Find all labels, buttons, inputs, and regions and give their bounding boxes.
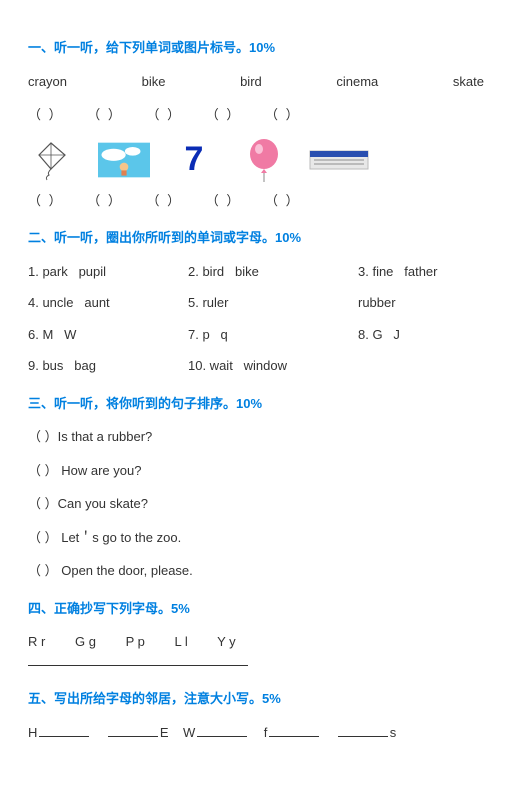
word-row: crayon bike bird cinema skate bbox=[28, 72, 484, 92]
paren-row-2: （ ） （ ） （ ） （ ） （ ） bbox=[28, 191, 484, 211]
cell: 4. uncle aunt bbox=[28, 293, 188, 313]
cell: 7. p q bbox=[188, 325, 358, 345]
s3-item: （ ） Open the door, please. bbox=[28, 561, 484, 581]
s3-item: （ ） How are you? bbox=[28, 461, 484, 481]
s2-row: 9. bus bag 10. wait window bbox=[28, 356, 484, 376]
blank bbox=[108, 724, 158, 737]
cell bbox=[358, 356, 484, 376]
paren: （ ） bbox=[206, 107, 242, 122]
paren: （ ） bbox=[265, 107, 301, 122]
cell: 5. ruler bbox=[188, 293, 358, 313]
letter: s bbox=[390, 725, 397, 740]
s3-item: （ ） Let＇s go to the zoo. bbox=[28, 528, 484, 548]
cell: 2. bird bike bbox=[188, 262, 358, 282]
word: cinema bbox=[336, 72, 378, 92]
letter: E bbox=[160, 725, 169, 740]
fill-row: H E W f s bbox=[28, 723, 484, 743]
word: bird bbox=[240, 72, 262, 92]
letter-pair: Y y bbox=[217, 634, 236, 649]
section5-title: 五、写出所给字母的邻居，注意大小写。5% bbox=[28, 689, 484, 709]
word: crayon bbox=[28, 72, 67, 92]
letter-pair: L l bbox=[174, 634, 187, 649]
sky-icon bbox=[98, 139, 150, 181]
blank bbox=[39, 724, 89, 737]
s2-row: 1. park pupil 2. bird bike 3. fine fathe… bbox=[28, 262, 484, 282]
cell: rubber bbox=[358, 293, 484, 313]
s3-item: （ ）Is that a rubber? bbox=[28, 427, 484, 447]
paren-row-1: （ ） （ ） （ ） （ ） （ ） bbox=[28, 105, 484, 125]
letter: W bbox=[183, 725, 195, 740]
cell: 6. M W bbox=[28, 325, 188, 345]
eraser-icon bbox=[308, 139, 370, 181]
cell: 9. bus bag bbox=[28, 356, 188, 376]
image-row: 7 bbox=[28, 139, 484, 181]
paren: （ ） bbox=[147, 193, 183, 208]
word: bike bbox=[142, 72, 166, 92]
word: skate bbox=[453, 72, 484, 92]
section1-title: 一、听一听，给下列单词或图片标号。10% bbox=[28, 38, 484, 58]
paren: （ ） bbox=[206, 193, 242, 208]
blank bbox=[338, 724, 388, 737]
paren: （ ） bbox=[87, 193, 123, 208]
paren: （ ） bbox=[87, 107, 123, 122]
cell: 10. wait window bbox=[188, 356, 358, 376]
letters-row: R r G g P p L l Y y bbox=[28, 632, 484, 652]
blank bbox=[269, 724, 319, 737]
paren: （ ） bbox=[265, 193, 301, 208]
letter: H bbox=[28, 725, 37, 740]
section2-title: 二、听一听，圈出你所听到的单词或字母。10% bbox=[28, 228, 484, 248]
section3-title: 三、听一听，将你听到的句子排序。10% bbox=[28, 394, 484, 414]
s2-row: 6. M W 7. p q 8. G J bbox=[28, 325, 484, 345]
s2-row: 4. uncle aunt 5. ruler rubber bbox=[28, 293, 484, 313]
cell: 8. G J bbox=[358, 325, 484, 345]
s3-item: （ ）Can you skate? bbox=[28, 494, 484, 514]
paren: （ ） bbox=[28, 193, 64, 208]
blank bbox=[197, 724, 247, 737]
cell: 1. park pupil bbox=[28, 262, 188, 282]
letter-pair: R r bbox=[28, 634, 45, 649]
write-line bbox=[28, 664, 248, 666]
seven-icon: 7 bbox=[168, 139, 220, 181]
balloon-icon bbox=[238, 139, 290, 181]
kite-icon bbox=[28, 139, 80, 181]
letter: f bbox=[264, 725, 268, 740]
paren: （ ） bbox=[28, 107, 64, 122]
paren: （ ） bbox=[147, 107, 183, 122]
letter-pair: P p bbox=[126, 634, 145, 649]
section4-title: 四、正确抄写下列字母。5% bbox=[28, 599, 484, 619]
letter-pair: G g bbox=[75, 634, 96, 649]
cell: 3. fine father bbox=[358, 262, 484, 282]
